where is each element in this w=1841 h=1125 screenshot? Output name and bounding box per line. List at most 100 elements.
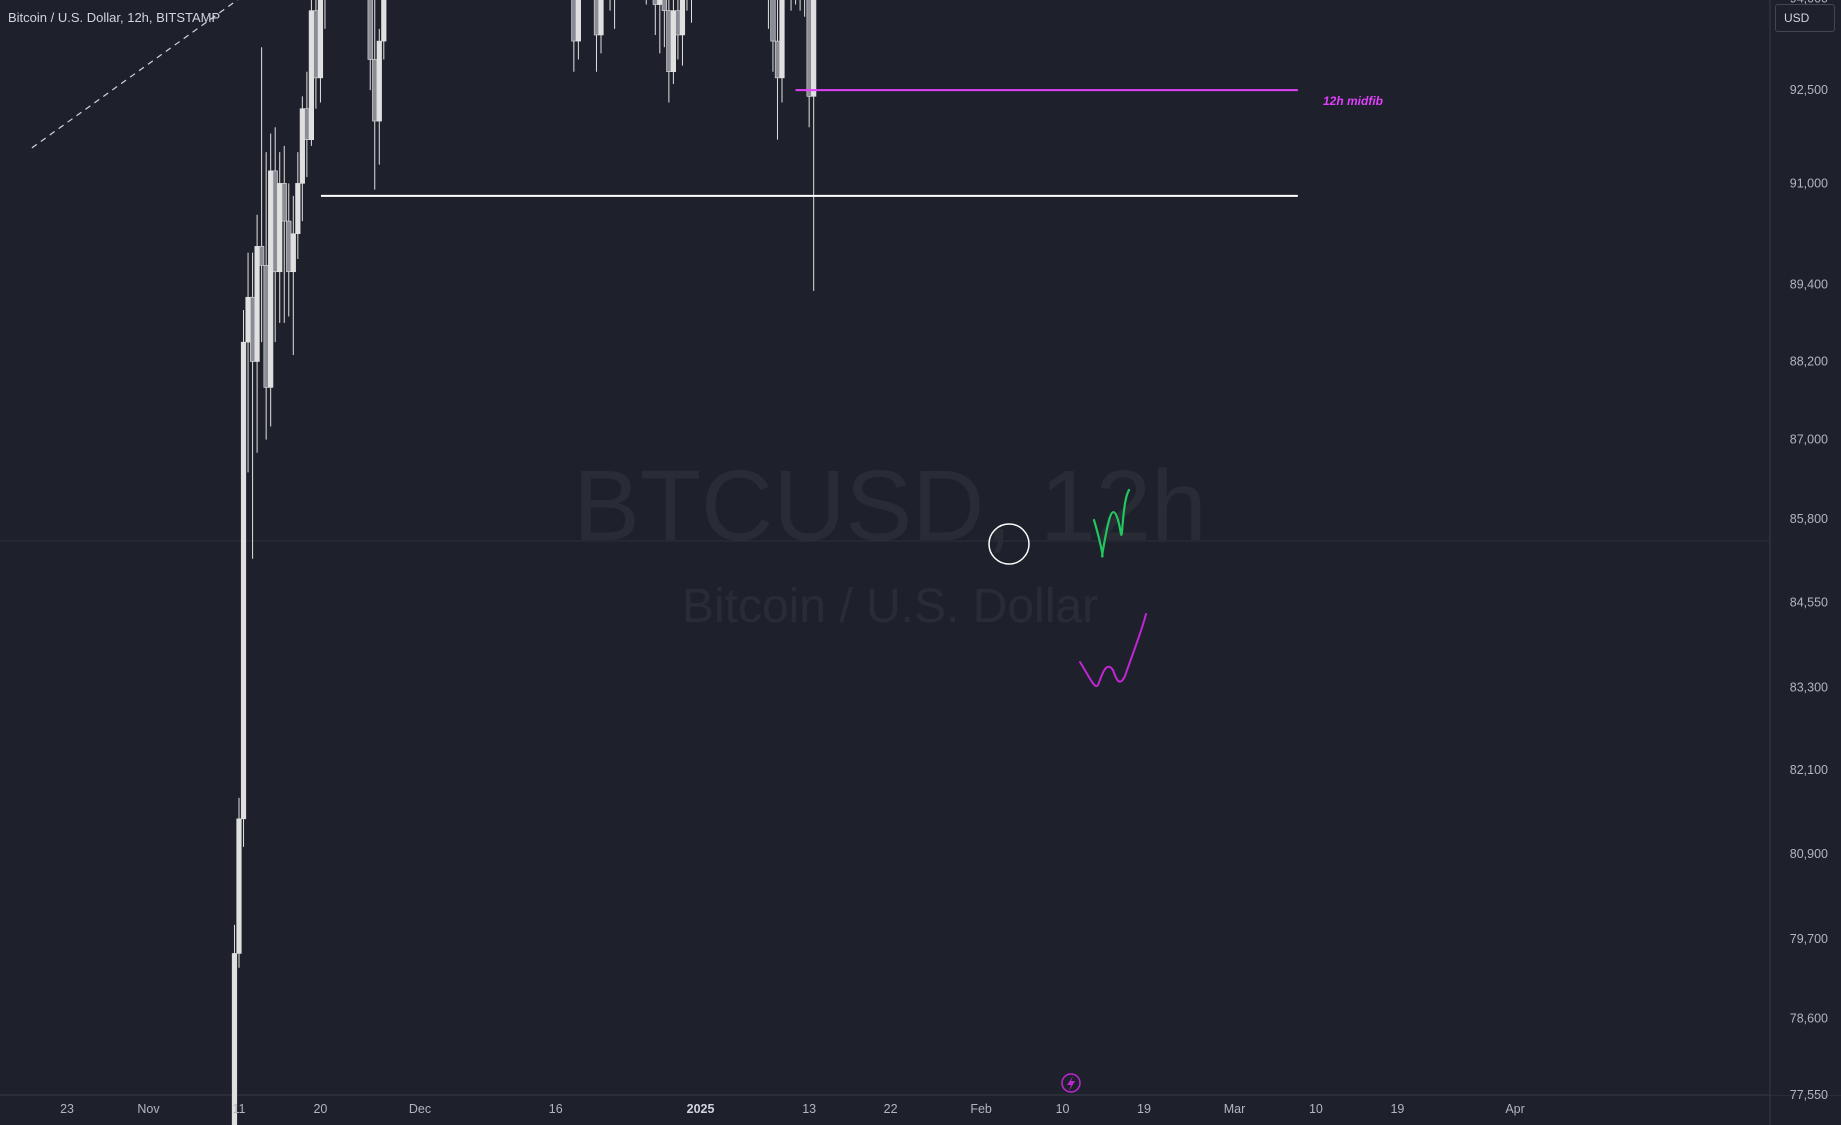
time-tick-label: 19 [1137, 1102, 1151, 1116]
candle-body-up [245, 296, 251, 343]
candle-body-up [679, 0, 686, 36]
candle [240, 310, 247, 847]
time-tick-label: Mar [1224, 1102, 1246, 1116]
candle-body-up [598, 0, 604, 36]
candle [774, 0, 781, 140]
candle [290, 195, 296, 356]
candle-body-down [249, 296, 256, 362]
price-tick-label: 83,300 [1790, 680, 1828, 694]
candle-body-up [811, 0, 817, 97]
time-tick-label: 13 [802, 1102, 816, 1116]
annotation-midfib: 12h midfib [1323, 94, 1383, 108]
candle-body-down [675, 10, 681, 36]
candle [254, 214, 260, 453]
candle [231, 924, 238, 1125]
level-lines [320, 89, 1298, 197]
time-tick-label: 10 [1056, 1102, 1070, 1116]
lightning-icon-ring [1061, 1073, 1081, 1093]
candle [779, 0, 785, 103]
candle [593, 0, 600, 72]
price-axis-bg [1770, 0, 1841, 1095]
green-path-sketch[interactable] [1092, 488, 1131, 558]
lightning-icon-bolt [1067, 1076, 1075, 1091]
time-tick-label: 16 [549, 1102, 563, 1116]
price-tick-label: 77,550 [1790, 1088, 1828, 1102]
time-tick-label: 20 [313, 1102, 327, 1116]
candle [799, 0, 801, 11]
candle [598, 0, 604, 54]
time-tick-label: 23 [60, 1102, 74, 1116]
lightning-icon[interactable] [1061, 1073, 1081, 1093]
candle [811, 0, 817, 291]
candle [770, 0, 776, 72]
time-tick-label: Dec [409, 1102, 431, 1116]
candle-body-up [295, 183, 301, 234]
candle [304, 71, 310, 178]
price-tick-label: 82,100 [1790, 763, 1828, 777]
watermark-name: Bitcoin / U.S. Dollar [682, 580, 1098, 633]
candle-body-down [571, 0, 577, 42]
price-tick-label: 80,900 [1790, 847, 1828, 861]
candle [657, 0, 663, 54]
candle-body-up [381, 0, 387, 42]
candle-body-up [376, 40, 382, 122]
candle-body-down [281, 183, 287, 222]
candle [381, 0, 387, 60]
candle [295, 152, 301, 260]
time-axis[interactable]: 23 Nov 11 20 Dec 16 2025 13 22 Feb 10 19 Mar 10 19 Apr [60, 1102, 1525, 1116]
price-tick-label: 92,500 [1790, 83, 1828, 97]
time-tick-label: Nov [137, 1102, 160, 1116]
watermark-symbol: BTCUSD, 12h [573, 450, 1207, 562]
price-tick-label: 94,000 [1790, 0, 1828, 5]
candle [367, 0, 373, 91]
candle [263, 152, 269, 440]
candle-body-up [236, 818, 242, 954]
price-axis[interactable]: 122,000120,000118,000116,000114,000112,0… [1771, 0, 1832, 1102]
candle [245, 252, 251, 473]
candle [376, 28, 382, 165]
candle [281, 145, 287, 323]
candle [645, 0, 647, 5]
candle [790, 0, 792, 11]
candle-body-down [286, 220, 292, 273]
candle [679, 0, 686, 66]
candle-body-up [277, 183, 283, 273]
candle [691, 0, 692, 23]
price-tick-label: 87,000 [1790, 433, 1828, 447]
candle [317, 0, 324, 103]
candle-body-down [774, 40, 781, 79]
price-tick-label: 78,600 [1790, 1011, 1828, 1025]
candle-body-down [313, 10, 319, 79]
candle-body-down [652, 0, 658, 5]
candle [666, 0, 672, 103]
candle-body-down [770, 0, 776, 42]
candle-body-down [372, 59, 378, 122]
candle [313, 0, 319, 109]
price-tick-label: 79,700 [1790, 932, 1828, 946]
candle [670, 0, 676, 85]
candle [324, 0, 326, 29]
time-tick-label: Apr [1505, 1102, 1524, 1116]
time-tick-label: 11 [233, 1102, 246, 1116]
candle-body-up [779, 0, 785, 79]
candle-body-up [299, 108, 305, 184]
candle-body-up [317, 0, 324, 79]
candle-body-down [806, 0, 812, 97]
candle [614, 0, 616, 29]
candle-body-down [259, 246, 265, 266]
time-tick-label: 19 [1390, 1102, 1404, 1116]
magenta-path-sketch[interactable] [1079, 613, 1147, 688]
currency-selector[interactable]: USD [1775, 4, 1835, 32]
symbol-title[interactable]: Bitcoin / U.S. Dollar, 12h, BITSTAMP [8, 10, 221, 25]
drawings [988, 488, 1147, 1093]
candle [609, 0, 611, 11]
annotations: weekly resistance turning supportweekly … [1323, 94, 1383, 108]
price-tick-label: 88,200 [1790, 355, 1828, 369]
highlight-circle[interactable] [988, 523, 1030, 565]
candle-body-up [670, 10, 676, 73]
candle [686, 0, 688, 11]
candle-body-down [263, 265, 269, 388]
candle-body-down [272, 170, 278, 273]
